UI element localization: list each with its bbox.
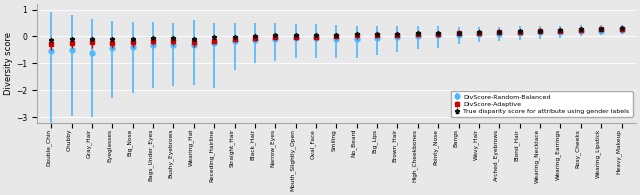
Y-axis label: Diversity score: Diversity score (4, 32, 13, 95)
Legend: DivScore-Random-Balanced, DivScore-Adaptive, True disparity score for attribute : DivScore-Random-Balanced, DivScore-Adapt… (451, 91, 633, 117)
